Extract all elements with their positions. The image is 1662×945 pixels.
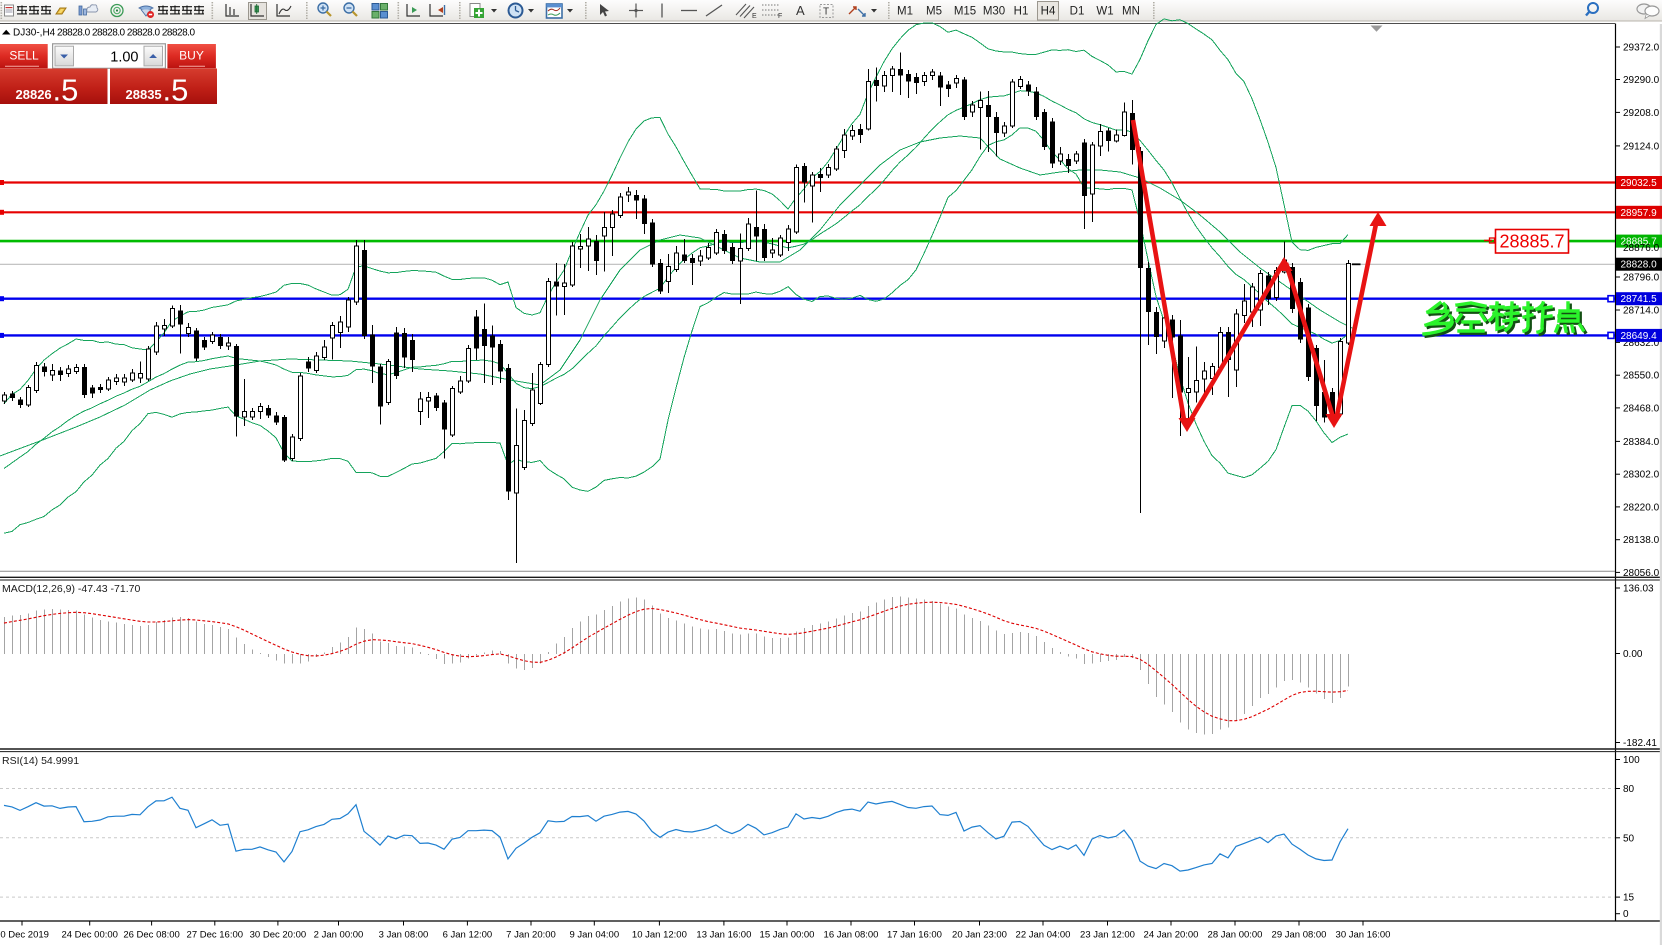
svg-text:SELL: SELL: [9, 49, 39, 63]
svg-text:28714.0: 28714.0: [1623, 306, 1660, 317]
svg-text:9 Jan 04:00: 9 Jan 04:00: [569, 930, 619, 941]
svg-text:22 Jan 04:00: 22 Jan 04:00: [1016, 930, 1071, 941]
svg-text:28828.0: 28828.0: [1621, 260, 1658, 271]
svg-text:28302.0: 28302.0: [1623, 470, 1660, 481]
svg-text:28649.4: 28649.4: [1621, 331, 1658, 342]
svg-text:E: E: [752, 13, 757, 20]
svg-text:.5: .5: [163, 73, 189, 108]
svg-text:RSI(14) 54.9991: RSI(14) 54.9991: [2, 755, 79, 767]
svg-text:M15: M15: [954, 6, 976, 18]
svg-text:28550.0: 28550.0: [1623, 371, 1660, 382]
svg-text:28384.0: 28384.0: [1623, 437, 1660, 448]
svg-text:28835: 28835: [126, 87, 162, 102]
svg-text:28220.0: 28220.0: [1623, 502, 1660, 513]
svg-text:28826: 28826: [16, 87, 52, 102]
svg-text:7 Jan 20:00: 7 Jan 20:00: [506, 930, 556, 941]
svg-text:23 Jan 12:00: 23 Jan 12:00: [1080, 930, 1135, 941]
svg-text:29290.0: 29290.0: [1623, 75, 1660, 86]
svg-text:28828.0 28828.0 28828.0 28828.: 28828.0 28828.0 28828.0 28828.0: [57, 28, 195, 39]
svg-text:2 Jan 00:00: 2 Jan 00:00: [314, 930, 364, 941]
svg-text:H1: H1: [1014, 6, 1029, 18]
svg-text:.5: .5: [53, 73, 79, 108]
svg-text:M1: M1: [897, 6, 913, 18]
svg-text:0.00: 0.00: [1623, 649, 1643, 660]
svg-text:T: T: [823, 7, 829, 18]
svg-text:1.00: 1.00: [110, 50, 138, 66]
svg-text:100: 100: [1623, 755, 1640, 766]
svg-text:27 Dec 16:00: 27 Dec 16:00: [187, 930, 244, 941]
svg-text:17 Jan 16:00: 17 Jan 16:00: [887, 930, 942, 941]
svg-text:28632.0: 28632.0: [1623, 338, 1660, 349]
svg-text:M30: M30: [983, 6, 1005, 18]
svg-text:29 Jan 08:00: 29 Jan 08:00: [1272, 930, 1327, 941]
svg-text:26 Dec 08:00: 26 Dec 08:00: [123, 930, 180, 941]
svg-text:W1: W1: [1096, 6, 1113, 18]
svg-text:20 Jan 23:00: 20 Jan 23:00: [952, 930, 1007, 941]
svg-text:136.03: 136.03: [1623, 584, 1654, 595]
svg-text:24 Jan 20:00: 24 Jan 20:00: [1144, 930, 1199, 941]
svg-text:28138.0: 28138.0: [1623, 535, 1660, 546]
svg-text:28876.0: 28876.0: [1623, 243, 1660, 254]
svg-text:DJ30-,H4: DJ30-,H4: [13, 28, 56, 39]
svg-text:MACD(12,26,9) -47.43 -71.70: MACD(12,26,9) -47.43 -71.70: [2, 583, 140, 595]
svg-text:10 Jan 12:00: 10 Jan 12:00: [632, 930, 687, 941]
svg-text:15: 15: [1623, 893, 1635, 904]
svg-text:28056.0: 28056.0: [1623, 568, 1660, 579]
svg-text:80: 80: [1623, 784, 1635, 795]
svg-text:29208.0: 29208.0: [1623, 108, 1660, 119]
svg-text:F: F: [778, 13, 782, 20]
svg-text:29372.0: 29372.0: [1623, 43, 1660, 54]
svg-text:30 Jan 16:00: 30 Jan 16:00: [1336, 930, 1391, 941]
svg-text:-182.41: -182.41: [1623, 738, 1657, 749]
svg-text:28957.9: 28957.9: [1621, 208, 1658, 219]
svg-text:28885.7: 28885.7: [1621, 237, 1658, 248]
svg-text:29032.5: 29032.5: [1621, 178, 1658, 189]
svg-text:13 Jan 16:00: 13 Jan 16:00: [696, 930, 751, 941]
svg-text:6 Jan 12:00: 6 Jan 12:00: [443, 930, 493, 941]
svg-text:BUY: BUY: [179, 49, 204, 63]
svg-text:28796.0: 28796.0: [1623, 273, 1660, 284]
svg-text:28468.0: 28468.0: [1623, 403, 1660, 414]
svg-text:30 Dec 20:00: 30 Dec 20:00: [250, 930, 307, 941]
svg-text:16 Jan 08:00: 16 Jan 08:00: [824, 930, 879, 941]
svg-text:50: 50: [1623, 833, 1635, 844]
svg-text:15 Jan 00:00: 15 Jan 00:00: [760, 930, 815, 941]
svg-text:3 Jan 08:00: 3 Jan 08:00: [379, 930, 429, 941]
svg-text:29124.0: 29124.0: [1623, 141, 1660, 152]
svg-text:H4: H4: [1041, 6, 1056, 18]
svg-text:28885.7: 28885.7: [1499, 232, 1564, 252]
svg-text:28741.5: 28741.5: [1621, 294, 1658, 305]
svg-text:M5: M5: [926, 6, 942, 18]
svg-text:MN: MN: [1122, 6, 1140, 18]
svg-text:28 Jan 00:00: 28 Jan 00:00: [1208, 930, 1263, 941]
svg-text:0: 0: [1623, 909, 1629, 920]
svg-text:A: A: [796, 3, 805, 18]
svg-text:24 Dec 00:00: 24 Dec 00:00: [61, 930, 118, 941]
svg-text:D1: D1: [1070, 6, 1085, 18]
svg-text:20 Dec 2019: 20 Dec 2019: [0, 930, 49, 941]
